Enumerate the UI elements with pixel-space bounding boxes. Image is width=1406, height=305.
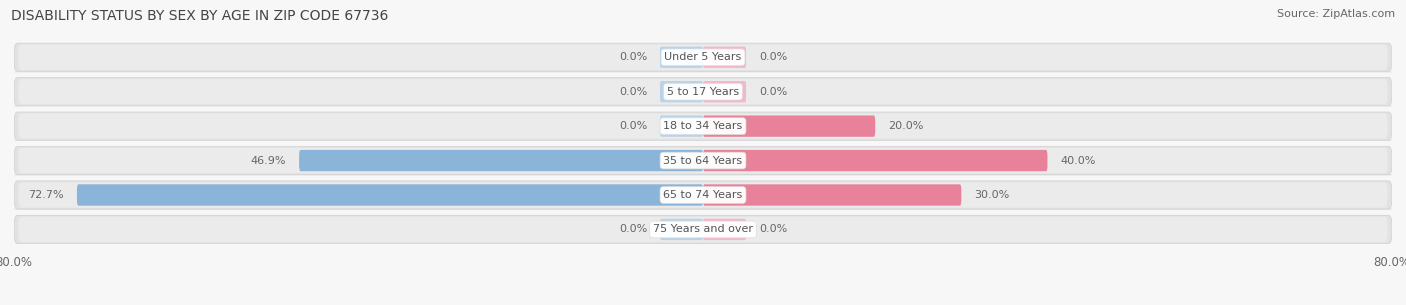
FancyBboxPatch shape bbox=[299, 150, 703, 171]
FancyBboxPatch shape bbox=[14, 77, 1392, 106]
Text: 0.0%: 0.0% bbox=[619, 52, 647, 62]
FancyBboxPatch shape bbox=[659, 81, 703, 102]
Text: 75 Years and over: 75 Years and over bbox=[652, 224, 754, 235]
Text: 0.0%: 0.0% bbox=[759, 52, 787, 62]
FancyBboxPatch shape bbox=[77, 184, 703, 206]
FancyBboxPatch shape bbox=[659, 47, 703, 68]
FancyBboxPatch shape bbox=[703, 81, 747, 102]
FancyBboxPatch shape bbox=[703, 219, 747, 240]
FancyBboxPatch shape bbox=[14, 112, 1392, 140]
FancyBboxPatch shape bbox=[14, 181, 1392, 209]
FancyBboxPatch shape bbox=[14, 146, 1392, 175]
FancyBboxPatch shape bbox=[659, 116, 703, 137]
Text: 35 to 64 Years: 35 to 64 Years bbox=[664, 156, 742, 166]
FancyBboxPatch shape bbox=[18, 45, 1388, 70]
FancyBboxPatch shape bbox=[18, 217, 1388, 242]
Legend: Male, Female: Male, Female bbox=[628, 302, 778, 305]
Text: 0.0%: 0.0% bbox=[759, 224, 787, 235]
Text: 0.0%: 0.0% bbox=[759, 87, 787, 97]
Text: 65 to 74 Years: 65 to 74 Years bbox=[664, 190, 742, 200]
Text: 0.0%: 0.0% bbox=[619, 121, 647, 131]
Text: Under 5 Years: Under 5 Years bbox=[665, 52, 741, 62]
FancyBboxPatch shape bbox=[14, 43, 1392, 71]
FancyBboxPatch shape bbox=[18, 113, 1388, 139]
Text: 18 to 34 Years: 18 to 34 Years bbox=[664, 121, 742, 131]
FancyBboxPatch shape bbox=[703, 47, 747, 68]
FancyBboxPatch shape bbox=[18, 148, 1388, 173]
FancyBboxPatch shape bbox=[703, 150, 1047, 171]
FancyBboxPatch shape bbox=[659, 219, 703, 240]
Text: Source: ZipAtlas.com: Source: ZipAtlas.com bbox=[1277, 9, 1395, 19]
Text: 40.0%: 40.0% bbox=[1060, 156, 1095, 166]
Text: 72.7%: 72.7% bbox=[28, 190, 65, 200]
Text: 20.0%: 20.0% bbox=[889, 121, 924, 131]
Text: 0.0%: 0.0% bbox=[619, 87, 647, 97]
Text: DISABILITY STATUS BY SEX BY AGE IN ZIP CODE 67736: DISABILITY STATUS BY SEX BY AGE IN ZIP C… bbox=[11, 9, 388, 23]
FancyBboxPatch shape bbox=[14, 215, 1392, 244]
FancyBboxPatch shape bbox=[703, 184, 962, 206]
FancyBboxPatch shape bbox=[18, 182, 1388, 208]
FancyBboxPatch shape bbox=[18, 79, 1388, 104]
Text: 46.9%: 46.9% bbox=[250, 156, 287, 166]
FancyBboxPatch shape bbox=[703, 116, 875, 137]
Text: 0.0%: 0.0% bbox=[619, 224, 647, 235]
Text: 30.0%: 30.0% bbox=[974, 190, 1010, 200]
Text: 5 to 17 Years: 5 to 17 Years bbox=[666, 87, 740, 97]
